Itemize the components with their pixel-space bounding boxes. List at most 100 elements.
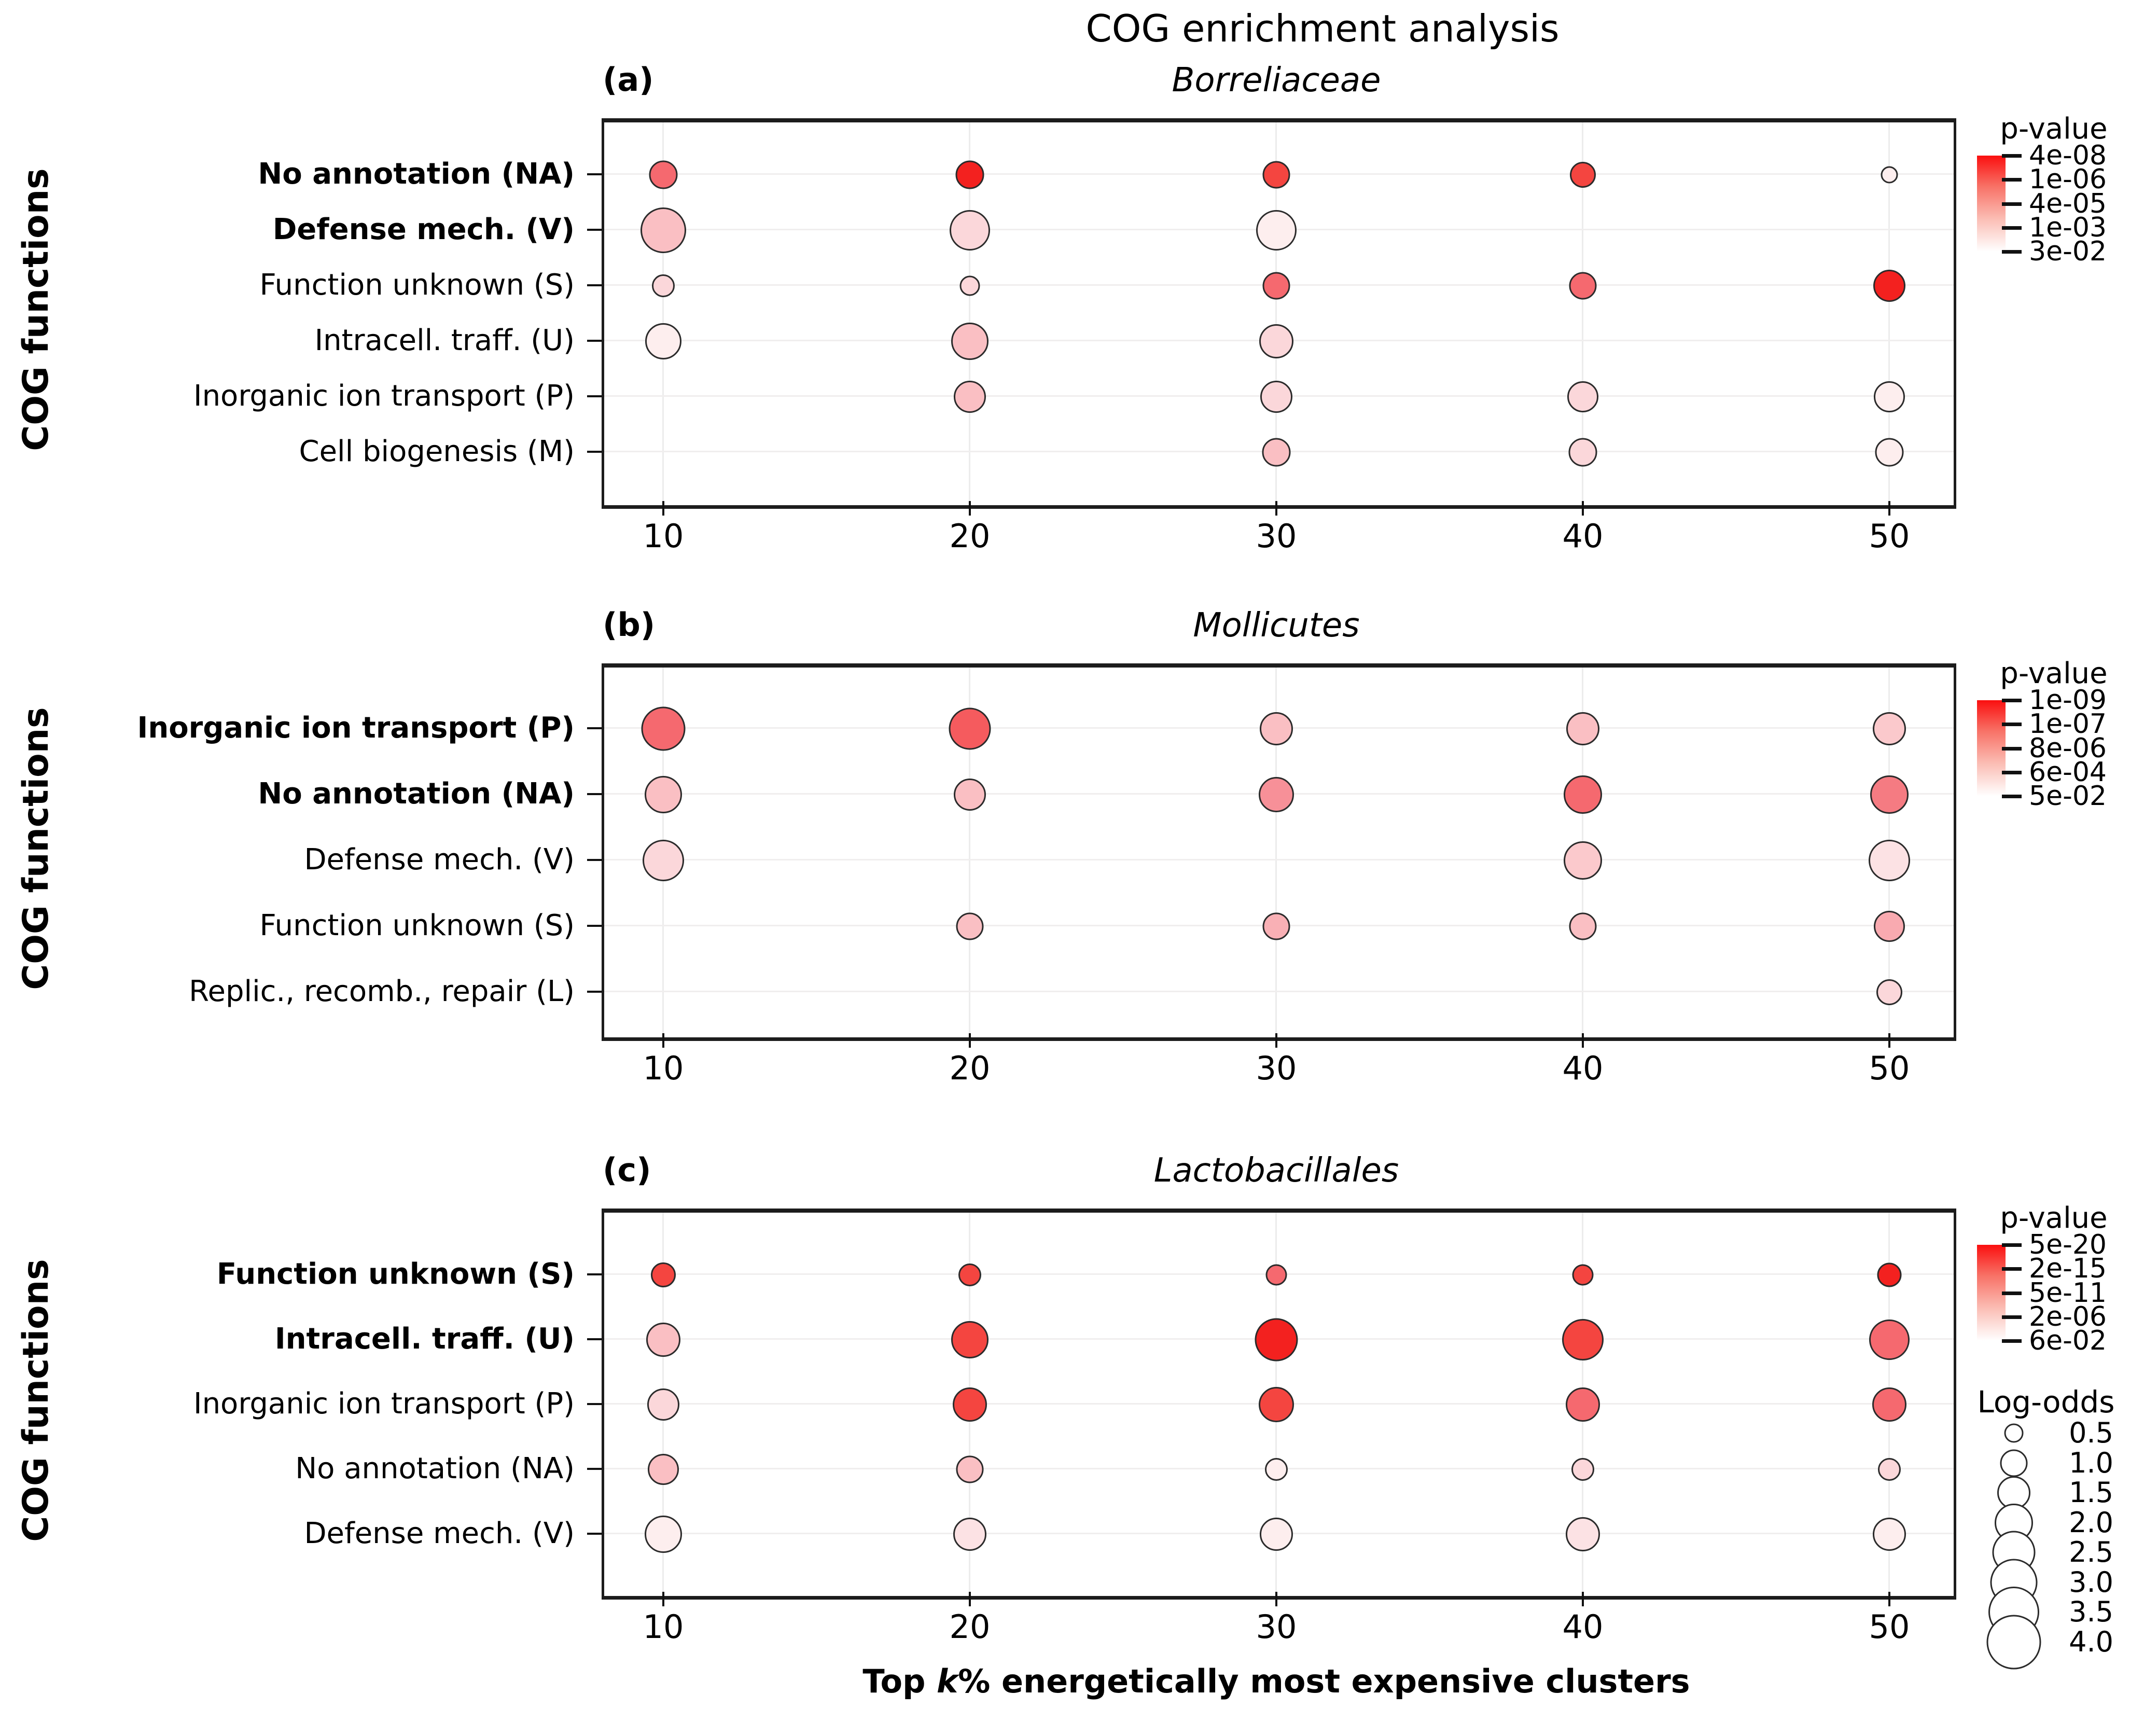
x-axis-tick (969, 1033, 971, 1048)
colorbar-tick (2002, 178, 2022, 182)
y-axis-tick (587, 1273, 602, 1275)
bubble (955, 160, 984, 189)
bubble (1260, 1518, 1293, 1551)
bubble (1566, 1387, 1600, 1422)
x-axis-tick (1888, 1592, 1890, 1606)
x-tick-label: 10 (643, 1049, 684, 1087)
colorbar-tick (2002, 1315, 2022, 1319)
bubble (1262, 161, 1290, 189)
panel-c-subtitle: Lactobacillales (1153, 1151, 1399, 1190)
bubble (1873, 270, 1905, 302)
x-tick-label: 50 (1869, 517, 1910, 555)
x-tick-label: 30 (1256, 1049, 1297, 1087)
x-axis-tick (1275, 1592, 1277, 1606)
colorbar-tick (2002, 202, 2022, 206)
y-axis-tick (587, 1468, 602, 1470)
colorbar-tick (2002, 699, 2022, 702)
bubble (1878, 1458, 1901, 1481)
colorbar-tick (2002, 1243, 2022, 1247)
y-axis-tick (587, 451, 602, 453)
bubble (954, 381, 986, 413)
panel-b-plot (602, 663, 1956, 1041)
bubble (1875, 438, 1904, 467)
pvalue-colorbar-b (1977, 700, 2006, 796)
bubble (651, 1262, 676, 1287)
logodds-legend-label: 3.0 (2069, 1565, 2113, 1599)
gridline-vertical (969, 122, 970, 505)
x-tick-label: 30 (1256, 517, 1297, 555)
bubble (959, 275, 980, 296)
bubble (1567, 381, 1598, 412)
logodds-legend-label: 2.0 (2069, 1506, 2113, 1539)
bubble (1569, 272, 1597, 300)
bubble (1570, 162, 1596, 188)
bubble (647, 1388, 679, 1421)
x-axis-tick (1582, 501, 1584, 516)
bubble (1260, 381, 1292, 413)
x-tick-label: 50 (1869, 1049, 1910, 1087)
bubble (646, 1323, 680, 1357)
bubble (949, 707, 991, 750)
gridline-vertical (1275, 122, 1277, 505)
y-tick-label: Function unknown (S) (216, 1257, 575, 1291)
bubble (1562, 1319, 1604, 1360)
bubble (1265, 1264, 1287, 1286)
x-axis-tick (1582, 1592, 1584, 1606)
y-axis-tick (587, 859, 602, 861)
logodds-legend-circle (1986, 1615, 2041, 1669)
colorbar-tick (2002, 250, 2022, 254)
colorbar-tick-label: 5e-02 (2029, 781, 2107, 812)
bubble (641, 207, 686, 253)
bubble (1259, 777, 1294, 812)
colorbar-tick-label: 8e-06 (2029, 732, 2107, 764)
bubble (1876, 979, 1902, 1005)
bubble (1262, 438, 1291, 467)
bubble (958, 1263, 981, 1286)
colorbar-tick-label: 6e-04 (2029, 756, 2107, 788)
x-tick-label: 20 (949, 1608, 991, 1646)
x-axis-title: Top k% energetically most expensive clus… (602, 1662, 1951, 1701)
panel-a-plot (602, 118, 1956, 509)
logodds-legend-title: Log-odds (1977, 1384, 2115, 1420)
colorbar-tick-label: 1e-09 (2029, 685, 2107, 716)
bubble (1569, 912, 1597, 940)
panel-c-plot (602, 1209, 1956, 1600)
y-axis-tick (587, 229, 602, 231)
pvalue-legend-title-c: p-value (2000, 1201, 2108, 1235)
panel-a-subtitle: Borreliaceae (1172, 61, 1381, 100)
x-axis-tick (1888, 501, 1890, 516)
colorbar-tick-label: 3e-02 (2029, 236, 2107, 267)
bubble (1881, 166, 1898, 184)
bubble (1874, 381, 1905, 412)
x-axis-tick (969, 501, 971, 516)
pvalue-colorbar-c (1977, 1245, 2006, 1341)
bubble (645, 1516, 682, 1553)
logodds-legend-label: 1.0 (2069, 1446, 2113, 1479)
bubble (643, 840, 684, 881)
logodds-legend-label: 0.5 (2069, 1416, 2113, 1449)
x-tick-label: 20 (949, 1049, 991, 1087)
pvalue-legend-title-a: p-value (2000, 112, 2108, 146)
logodds-legend-label: 3.5 (2069, 1595, 2113, 1628)
x-axis-title-pre: Top (862, 1662, 937, 1700)
x-tick-label: 10 (643, 1608, 684, 1646)
y-tick-label: Defense mech. (V) (304, 1517, 575, 1550)
gridline-vertical (1582, 122, 1583, 505)
bubble (1872, 1387, 1906, 1422)
bubble (1869, 840, 1910, 881)
colorbar-tick-label: 5e-20 (2029, 1229, 2107, 1260)
colorbar-tick-label: 1e-07 (2029, 709, 2107, 740)
y-tick-label: Function unknown (S) (259, 268, 575, 302)
y-tick-label: Inorganic ion transport (P) (193, 379, 575, 413)
colorbar-tick-label: 1e-06 (2029, 164, 2107, 196)
colorbar-tick (2002, 1339, 2022, 1343)
colorbar-tick (2002, 746, 2022, 751)
pvalue-colorbar-a (1977, 156, 2006, 252)
bubble (1255, 1318, 1298, 1362)
bubble (1564, 775, 1602, 814)
gridline-horizontal (604, 859, 1954, 860)
bubble (951, 1321, 989, 1358)
y-axis-tick (587, 284, 602, 286)
y-tick-label: No annotation (NA) (258, 777, 575, 811)
y-tick-label: Cell biogenesis (M) (299, 435, 575, 468)
